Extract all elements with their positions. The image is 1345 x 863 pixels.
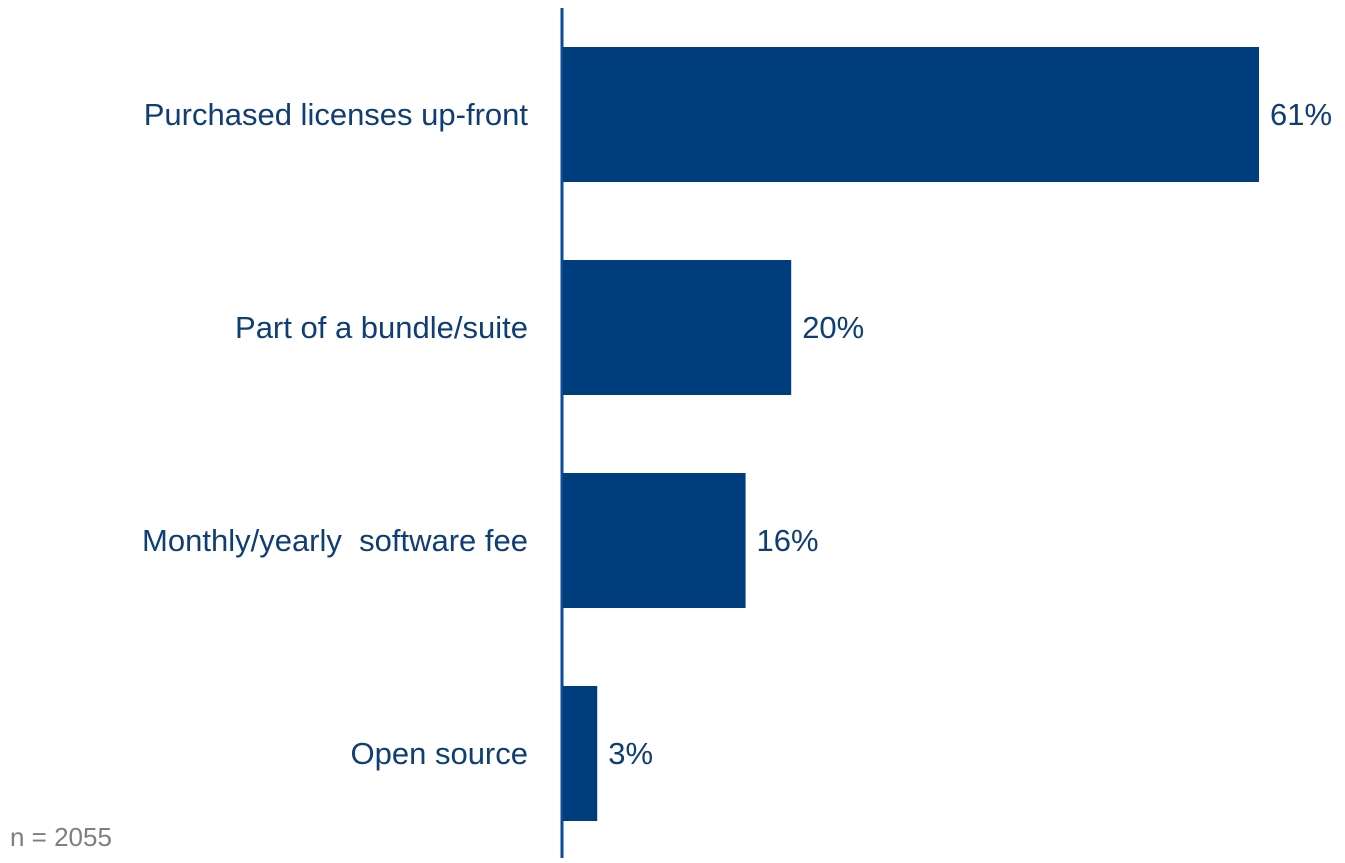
- category-label: Purchased licenses up-front: [144, 97, 529, 132]
- bar: [563, 47, 1259, 182]
- value-label: 16%: [757, 523, 819, 558]
- bar: [563, 260, 792, 395]
- category-label: Open source: [351, 736, 529, 771]
- bar: [563, 473, 746, 608]
- category-label: Monthly/yearly software fee: [142, 523, 528, 558]
- bar: [563, 686, 598, 821]
- value-label: 3%: [608, 736, 653, 771]
- value-label: 20%: [802, 310, 864, 345]
- category-label: Part of a bundle/suite: [235, 310, 528, 345]
- value-label: 61%: [1270, 97, 1332, 132]
- sample-size-note: n = 2055: [10, 822, 112, 852]
